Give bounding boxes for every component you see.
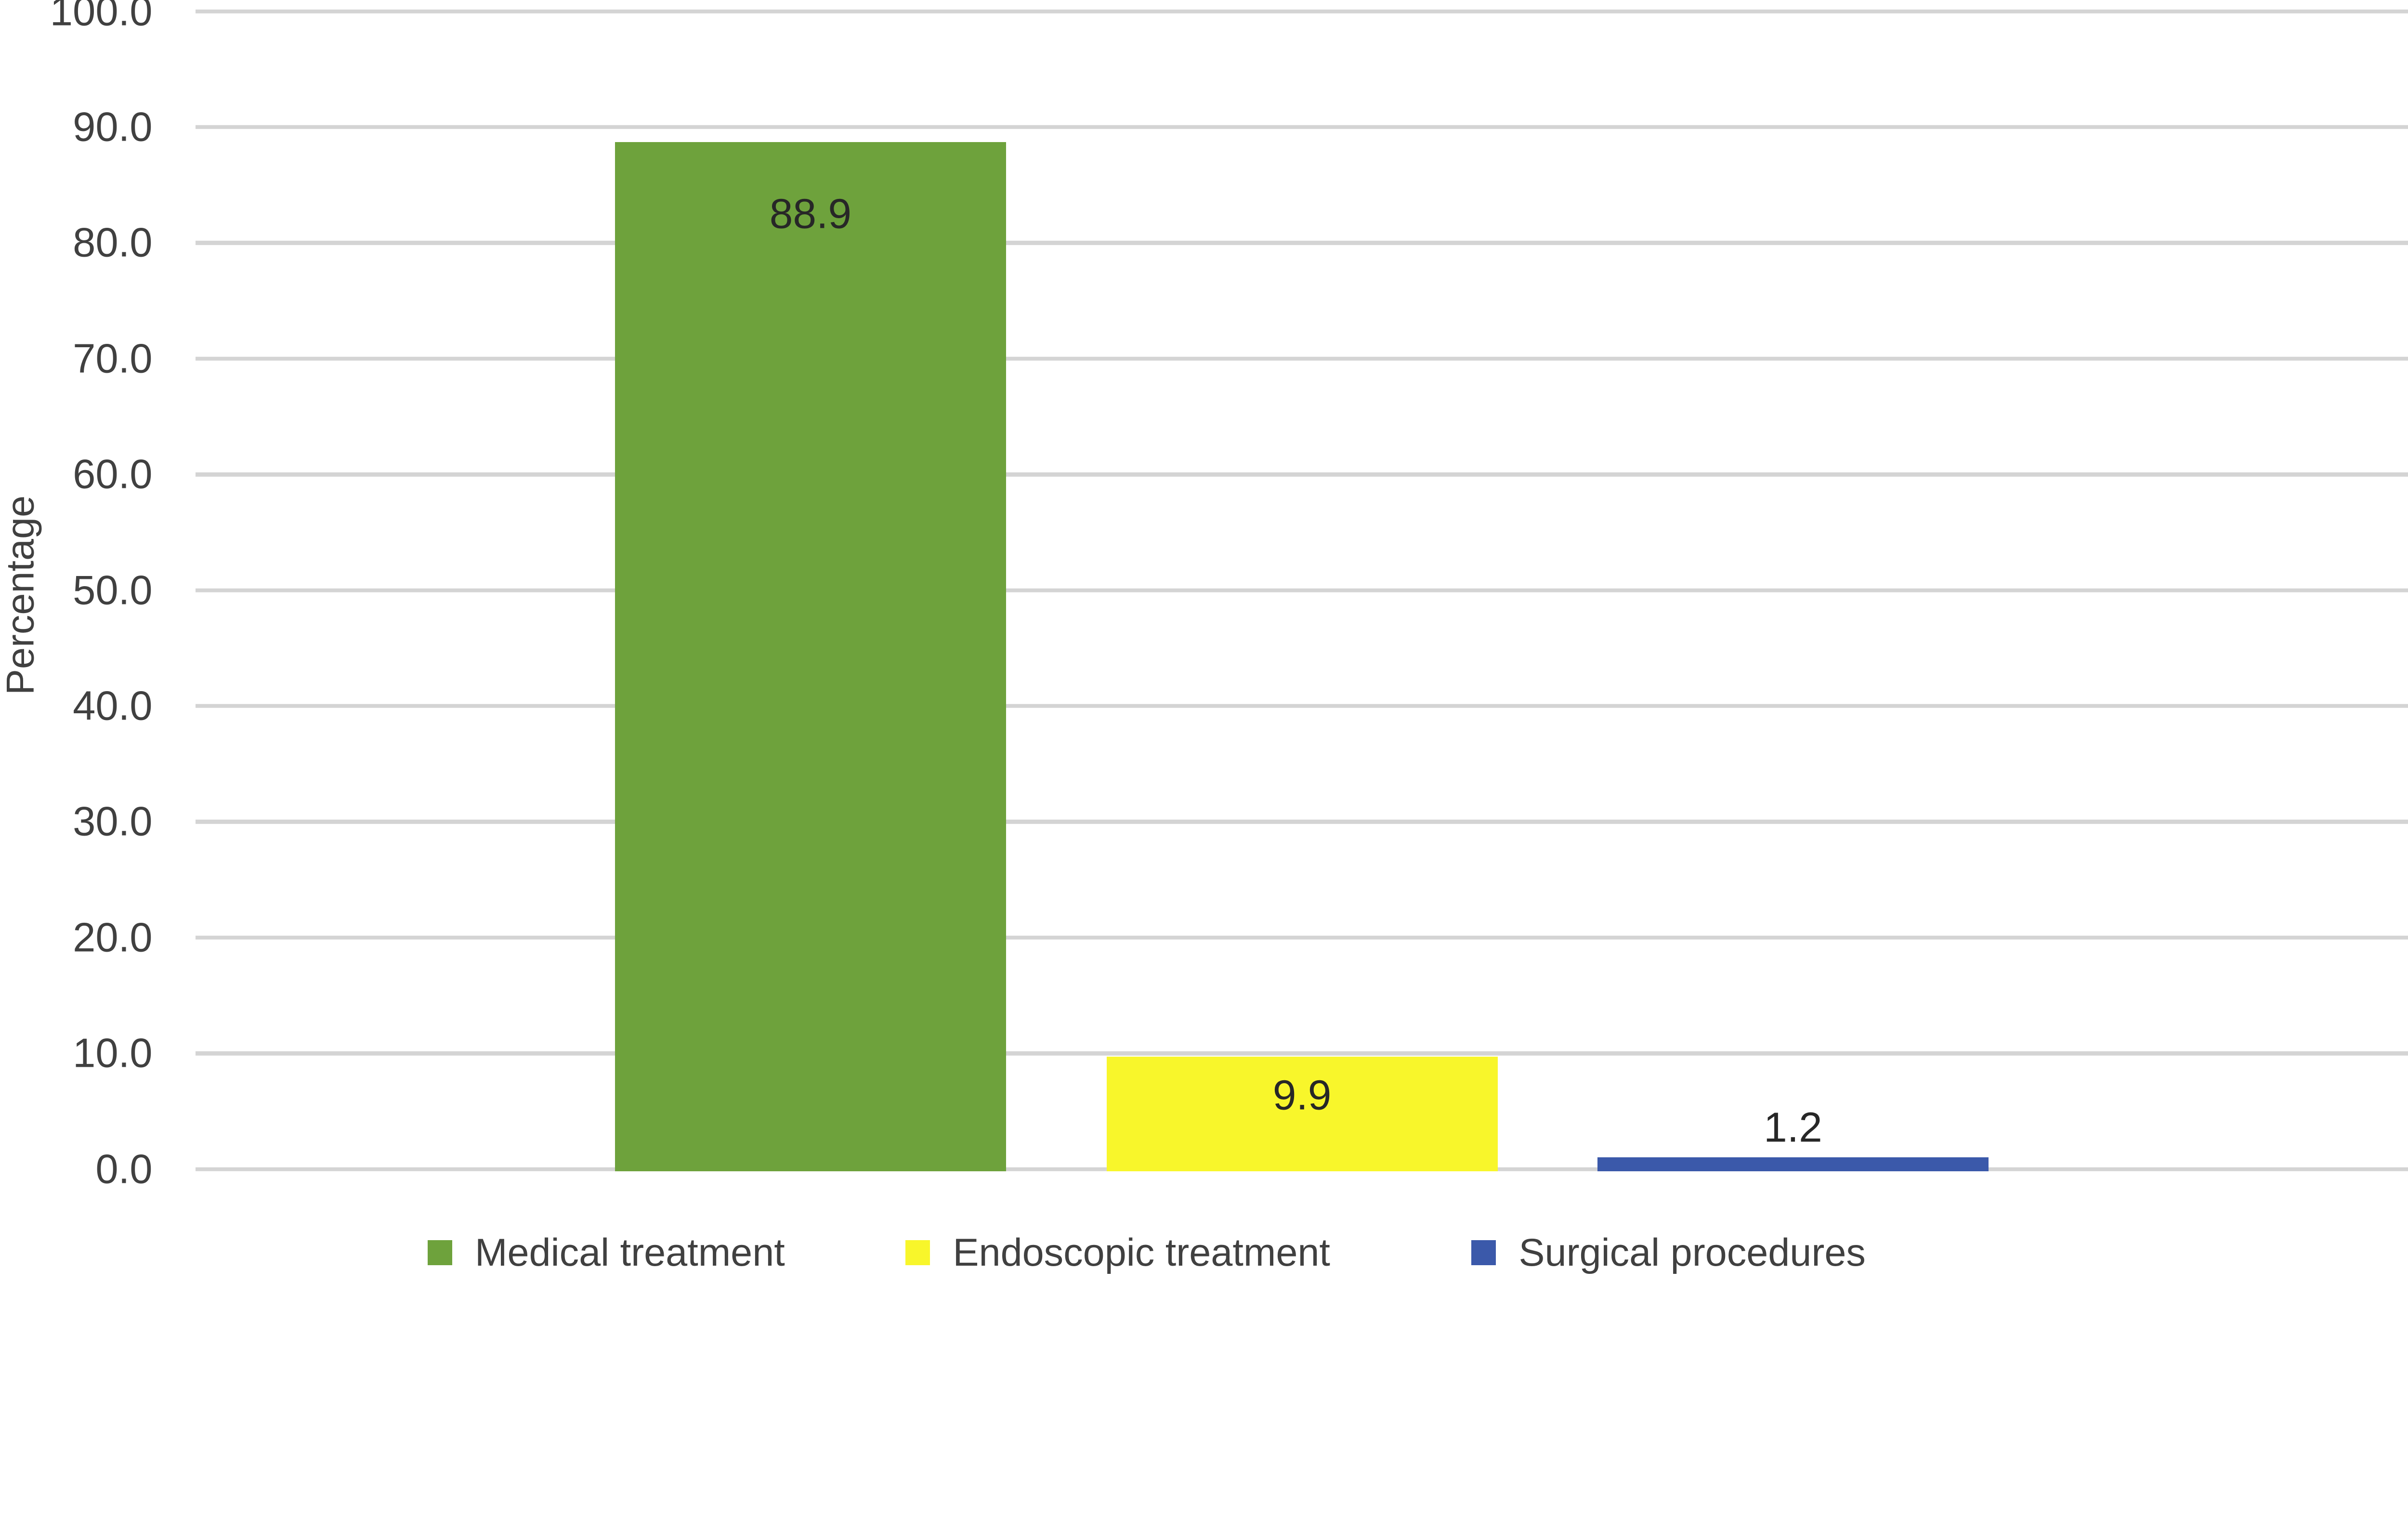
- y-tick-label: 50.0: [73, 567, 153, 614]
- gridline-y-30: [196, 820, 2408, 824]
- gridline-y-70: [196, 356, 2408, 361]
- bar-medical-treatment: [615, 142, 1006, 1171]
- plot-area: 88.9 9.9 1.2: [196, 9, 2408, 1171]
- y-tick-label: 70.0: [73, 336, 153, 382]
- legend-item-endoscopic-treatment: Endoscopic treatment: [905, 1231, 1330, 1274]
- gridline-y-60: [196, 472, 2408, 477]
- y-axis-tick-labels: 0.0 10.0 20.0 30.0 40.0 50.0 60.0 70.0 80.0 90.0 1…: [0, 0, 153, 1190]
- gridline-y-80: [196, 241, 2408, 245]
- legend-label: Endoscopic treatment: [953, 1231, 1330, 1274]
- legend-item-surgical-procedures: Surgical procedures: [1471, 1231, 1866, 1274]
- y-tick-label: 90.0: [73, 104, 153, 150]
- y-tick-label: 10.0: [73, 1030, 153, 1076]
- y-tick-label: 40.0: [73, 683, 153, 729]
- bar-surgical-procedures: [1597, 1157, 1989, 1171]
- gridline-y-90: [196, 125, 2408, 130]
- bar-value-label: 88.9: [769, 190, 852, 237]
- bar-value-label: 9.9: [1272, 1071, 1332, 1119]
- gridline-y-20: [196, 935, 2408, 940]
- gridline-y-50: [196, 588, 2408, 592]
- y-tick-label: 60.0: [73, 451, 153, 498]
- y-tick-label: 20.0: [73, 915, 153, 961]
- y-tick-label: 0.0: [95, 1146, 153, 1192]
- legend-swatch-icon: [905, 1240, 930, 1266]
- legend-swatch-icon: [427, 1240, 452, 1266]
- y-tick-label: 100.0: [50, 0, 153, 35]
- legend-swatch-icon: [1471, 1240, 1496, 1266]
- legend-label: Surgical procedures: [1518, 1231, 1866, 1274]
- bar-endoscopic-treatment: [1106, 1056, 1498, 1171]
- bar-value-label: 1.2: [1764, 1103, 1822, 1151]
- gridline-y-10: [196, 1051, 2408, 1056]
- gridline-y-100: [196, 9, 2408, 13]
- y-tick-label: 80.0: [73, 220, 153, 266]
- legend-item-medical-treatment: Medical treatment: [427, 1231, 785, 1274]
- gridline-y-40: [196, 704, 2408, 708]
- legend: Medical treatment Endoscopic treatment Sur…: [0, 1231, 2408, 1274]
- y-tick-label: 30.0: [73, 799, 153, 845]
- legend-label: Medical treatment: [475, 1231, 785, 1274]
- bar-chart-figure: Percentage 0.0 10.0 20.0 30.0 40.0 50.0 60.0 70…: [0, 0, 2408, 1274]
